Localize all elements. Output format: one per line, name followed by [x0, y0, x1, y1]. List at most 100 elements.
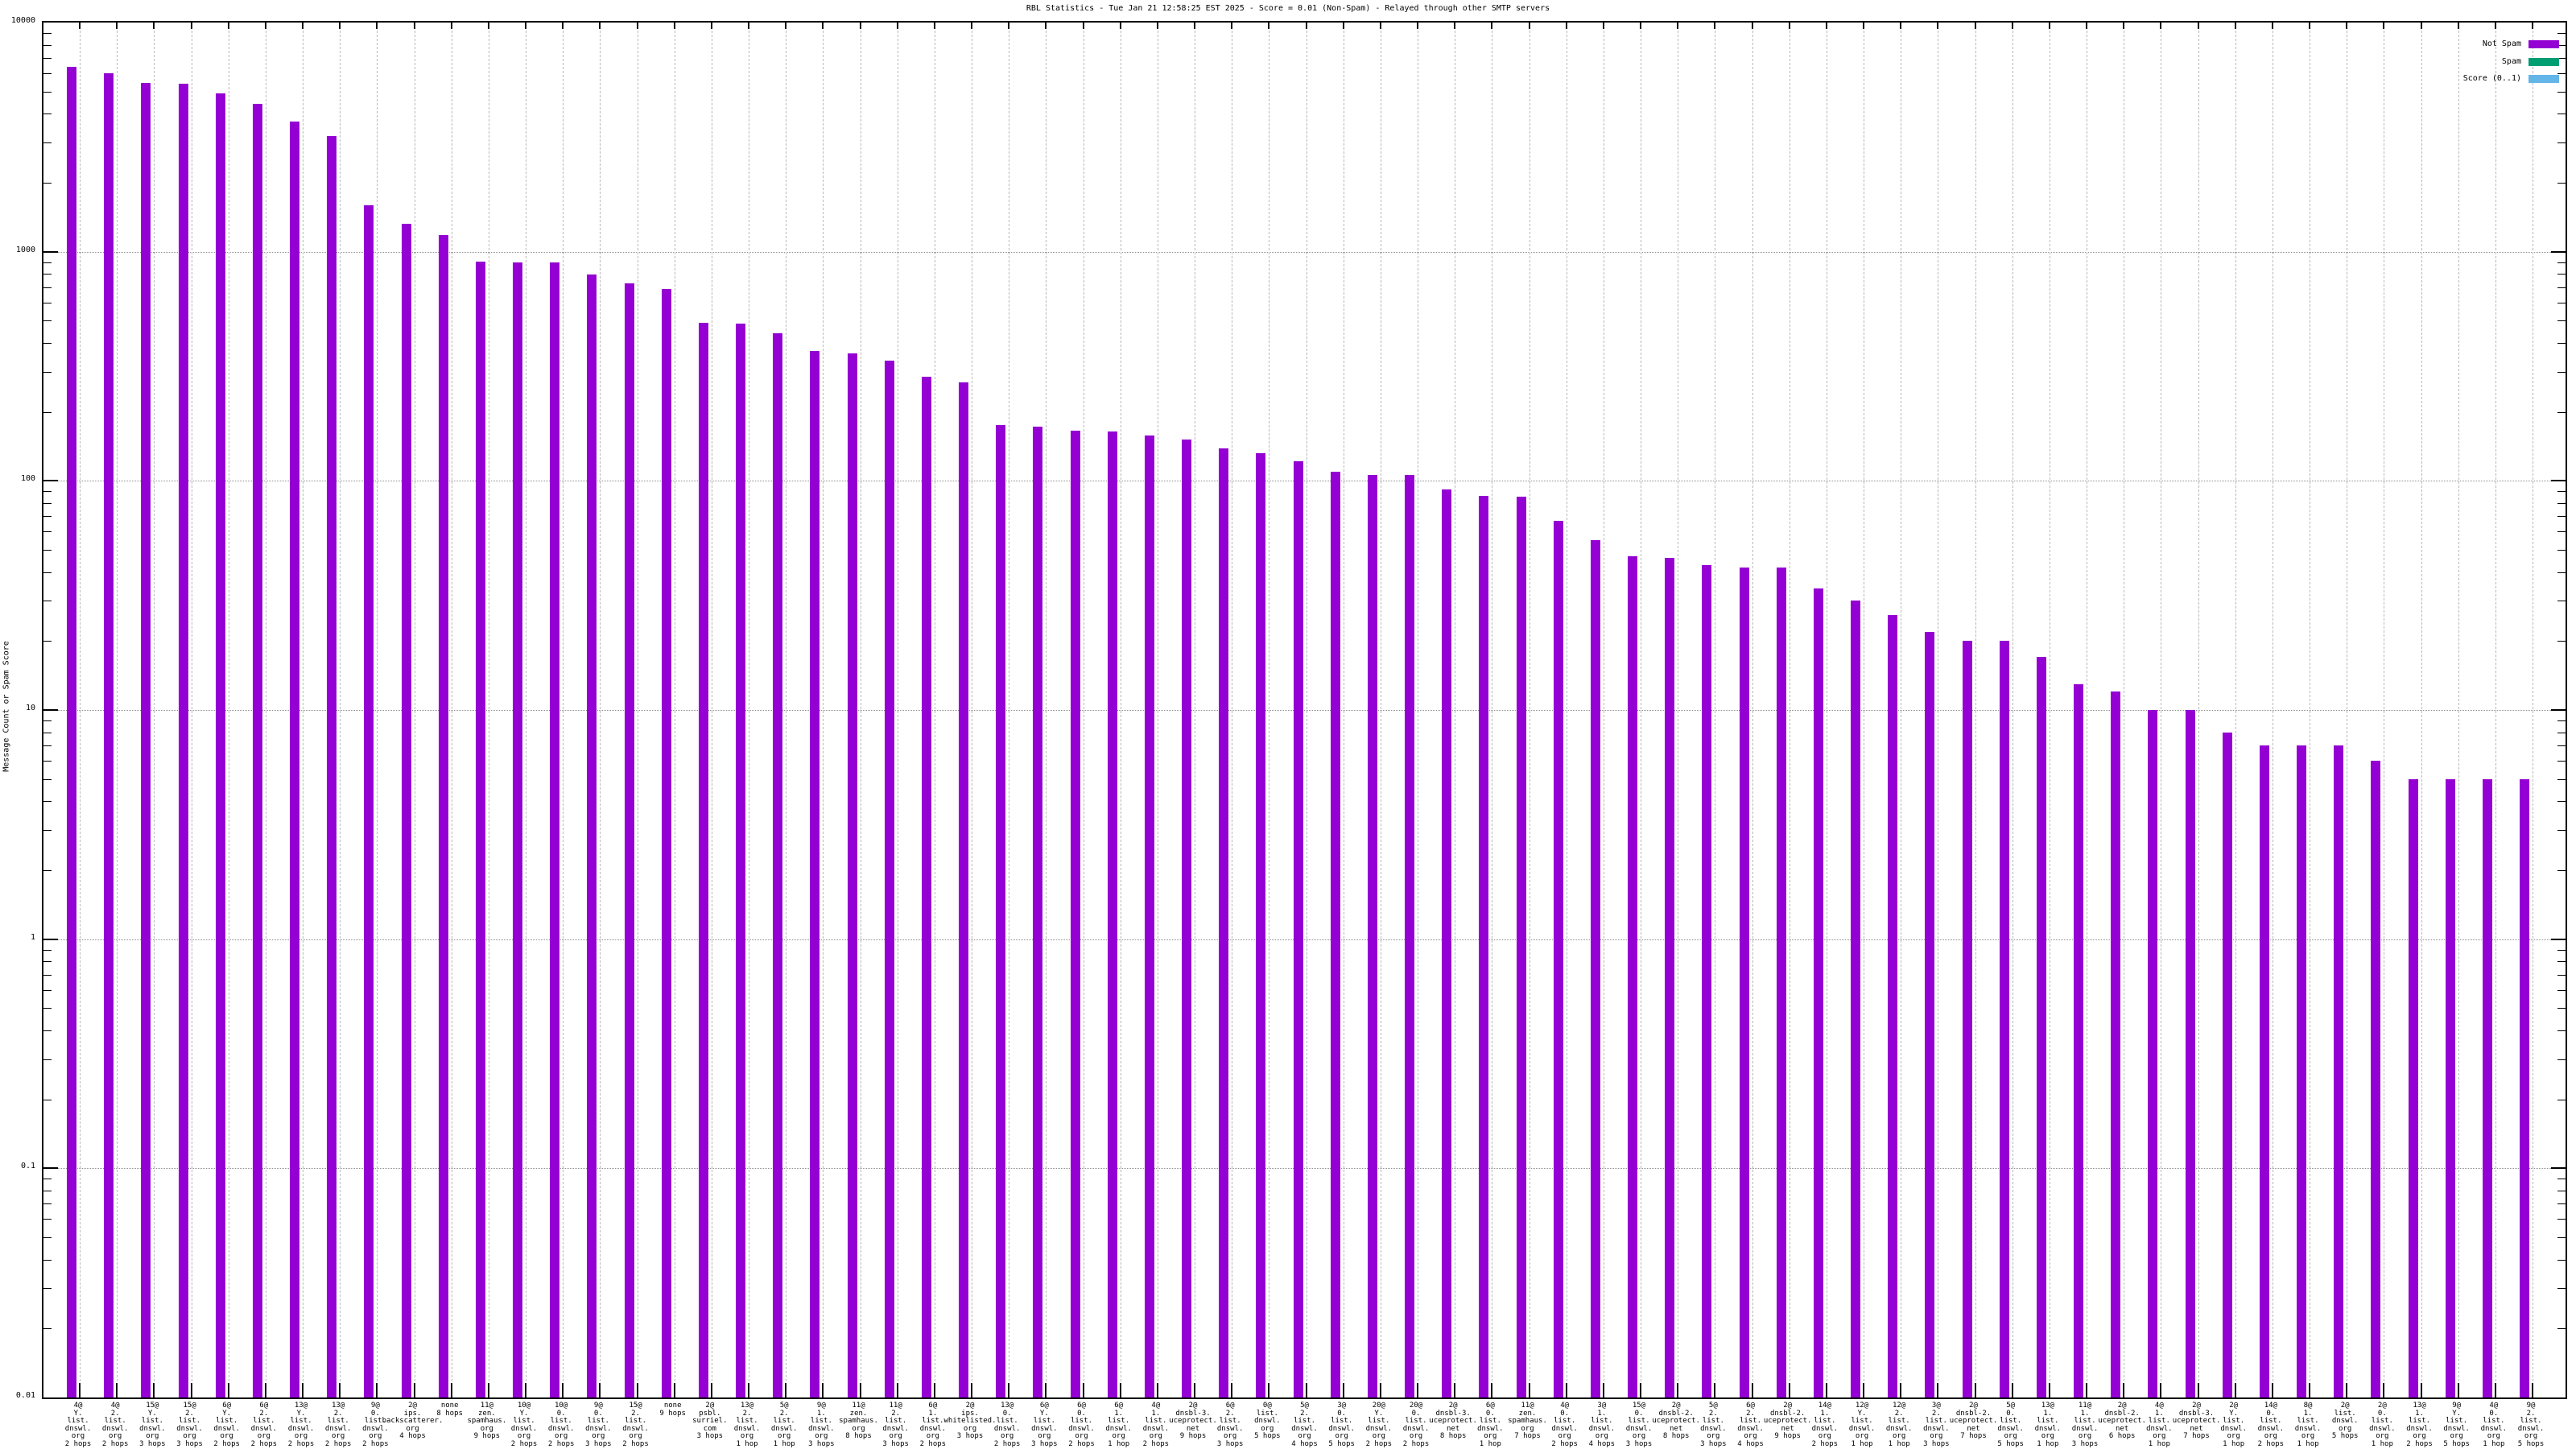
bar	[1553, 520, 1563, 1397]
x-axis-tick	[450, 1383, 452, 1397]
bar	[1999, 641, 2009, 1397]
y-axis-minor-tick	[43, 91, 52, 93]
x-tick-label: 20@ Y. list. dnswl. org 2 hops	[1365, 1402, 1393, 1448]
x-axis-tick-mirror	[1863, 23, 1864, 29]
x-axis-tick	[1156, 1383, 1158, 1397]
x-axis-tick-mirror	[2420, 23, 2422, 29]
x-tick-label: 3@ 1. list. dnswl. org 4 hops	[1588, 1402, 1616, 1448]
x-axis-tick-mirror	[2011, 23, 2013, 29]
y-axis-minor-tick	[2557, 371, 2566, 373]
x-axis-tick	[153, 1383, 155, 1397]
y-axis-minor-tick	[43, 73, 52, 75]
x-axis-tick-mirror	[2457, 23, 2459, 29]
bar-gridline	[1975, 23, 1976, 1397]
bar	[1144, 435, 1154, 1397]
y-axis-minor-tick	[43, 1219, 52, 1220]
x-tick-label: 6@ 0. list. dnswl. org 2 hops	[1068, 1402, 1095, 1448]
x-tick-label: 3@ 0. list. dnswl. org 5 hops	[1328, 1402, 1355, 1448]
x-axis-tick	[1677, 1383, 1679, 1397]
x-tick-label: 4@ 1. list. dnswl. org 2 hops	[1142, 1402, 1170, 1448]
x-axis-tick-mirror	[1640, 23, 1641, 29]
x-axis-tick	[1491, 1383, 1493, 1397]
x-axis-tick	[1417, 1383, 1418, 1397]
bar-gridline	[377, 23, 378, 1397]
x-axis-tick	[525, 1383, 526, 1397]
x-axis-tick-mirror	[822, 23, 824, 29]
y-axis-minor-tick	[43, 550, 52, 551]
bar	[884, 360, 894, 1397]
y-axis-minor-tick	[43, 961, 52, 963]
bar	[1367, 475, 1377, 1397]
x-tick-label: 9@ Y. list. dnswl. org 5 hops	[2443, 1402, 2470, 1448]
y-axis-minor-tick	[43, 974, 52, 976]
x-axis-tick-mirror	[1008, 23, 1010, 29]
x-axis-tick-mirror	[1454, 23, 1456, 29]
x-axis-tick-mirror	[2383, 23, 2385, 29]
y-tick-label: 100	[20, 474, 35, 484]
bar-gridline	[2421, 23, 2422, 1397]
bar	[1851, 601, 1860, 1397]
bar	[773, 333, 783, 1397]
x-axis-tick	[2494, 1383, 2496, 1397]
y-axis-minor-tick	[43, 949, 52, 951]
plot-area: Not Spam Spam Score (0..1)	[42, 21, 2567, 1399]
bar	[438, 235, 448, 1397]
bar	[550, 262, 560, 1397]
bar	[2445, 778, 2455, 1397]
x-tick-label: 2@ ips. whitelisted. org 3 hops	[943, 1402, 997, 1440]
x-axis-tick-mirror	[710, 23, 712, 29]
x-axis-tick-mirror	[2346, 23, 2348, 29]
bar	[959, 382, 968, 1397]
bar	[1702, 564, 1712, 1397]
y-axis-major-tick	[43, 1167, 58, 1170]
y-axis-minor-tick	[2557, 974, 2566, 976]
y-axis-minor-tick	[2557, 745, 2566, 747]
y-tick-label: 10	[25, 704, 35, 712]
x-axis-tick	[264, 1383, 266, 1397]
x-tick-label: 3@ 2. list. dnswl. org 3 hops	[1923, 1402, 1950, 1448]
x-axis-tick	[1268, 1383, 1270, 1397]
y-axis-minor-tick	[2557, 1259, 2566, 1261]
h-gridline	[43, 710, 2566, 711]
x-axis-tick-mirror	[859, 23, 861, 29]
x-tick-label: 13@ 1. list. dnswl. org 2 hops	[2406, 1402, 2433, 1448]
x-axis-tick	[1714, 1383, 1716, 1397]
x-tick-label: 13@ 0. list. dnswl. org 2 hops	[993, 1402, 1021, 1448]
x-tick-label: 6@ 1. list. dnswl. org 2 hops	[919, 1402, 947, 1448]
x-tick-label: 2@ psbl. surriel. com 3 hops	[692, 1402, 728, 1440]
x-axis-tick	[2011, 1383, 2013, 1397]
x-axis-tick	[599, 1383, 601, 1397]
x-tick-label: 14@ 0. list. dnswl. org 2 hops	[2257, 1402, 2285, 1448]
bar	[1107, 431, 1117, 1397]
x-tick-label: 12@ Y. list. dnswl. org 1 hop	[1848, 1402, 1876, 1448]
x-tick-label: 2@ dnsbl-3. uceprotect. net 9 hops	[1169, 1402, 1217, 1440]
y-axis-minor-tick	[43, 320, 52, 322]
y-axis-minor-tick	[2557, 778, 2566, 780]
x-axis-tick-mirror	[1565, 23, 1567, 29]
x-axis-tick	[896, 1383, 898, 1397]
bar	[2482, 778, 2492, 1397]
x-axis-tick	[1863, 1383, 1864, 1397]
x-axis-tick	[636, 1383, 638, 1397]
x-axis-tick	[487, 1383, 489, 1397]
x-axis-tick	[1194, 1383, 1195, 1397]
x-axis-tick-mirror	[636, 23, 638, 29]
y-axis-major-tick	[2551, 1167, 2566, 1170]
x-axis-tick-mirror	[302, 23, 303, 29]
x-tick-label: 8@ 1. list. dnswl. org 1 hop	[2294, 1402, 2322, 1448]
y-axis-minor-tick	[2557, 287, 2566, 288]
x-tick-label: 13@ 1. list. dnswl. org 1 hop	[2034, 1402, 2062, 1448]
bar	[1219, 448, 1229, 1397]
x-axis-tick	[785, 1383, 787, 1397]
x-axis-tick	[339, 1383, 341, 1397]
x-tick-label: 15@ 0. list. dnswl. org 3 hops	[1625, 1402, 1653, 1448]
x-axis-tick	[1008, 1383, 1010, 1397]
y-axis-minor-tick	[2557, 961, 2566, 963]
y-axis-minor-tick	[43, 182, 52, 184]
x-axis-tick	[1788, 1383, 1790, 1397]
y-axis-major-tick	[2551, 250, 2566, 253]
bar	[1962, 641, 1972, 1397]
bar-gridline	[600, 23, 601, 1397]
bar	[736, 324, 745, 1397]
y-axis-minor-tick	[43, 287, 52, 288]
